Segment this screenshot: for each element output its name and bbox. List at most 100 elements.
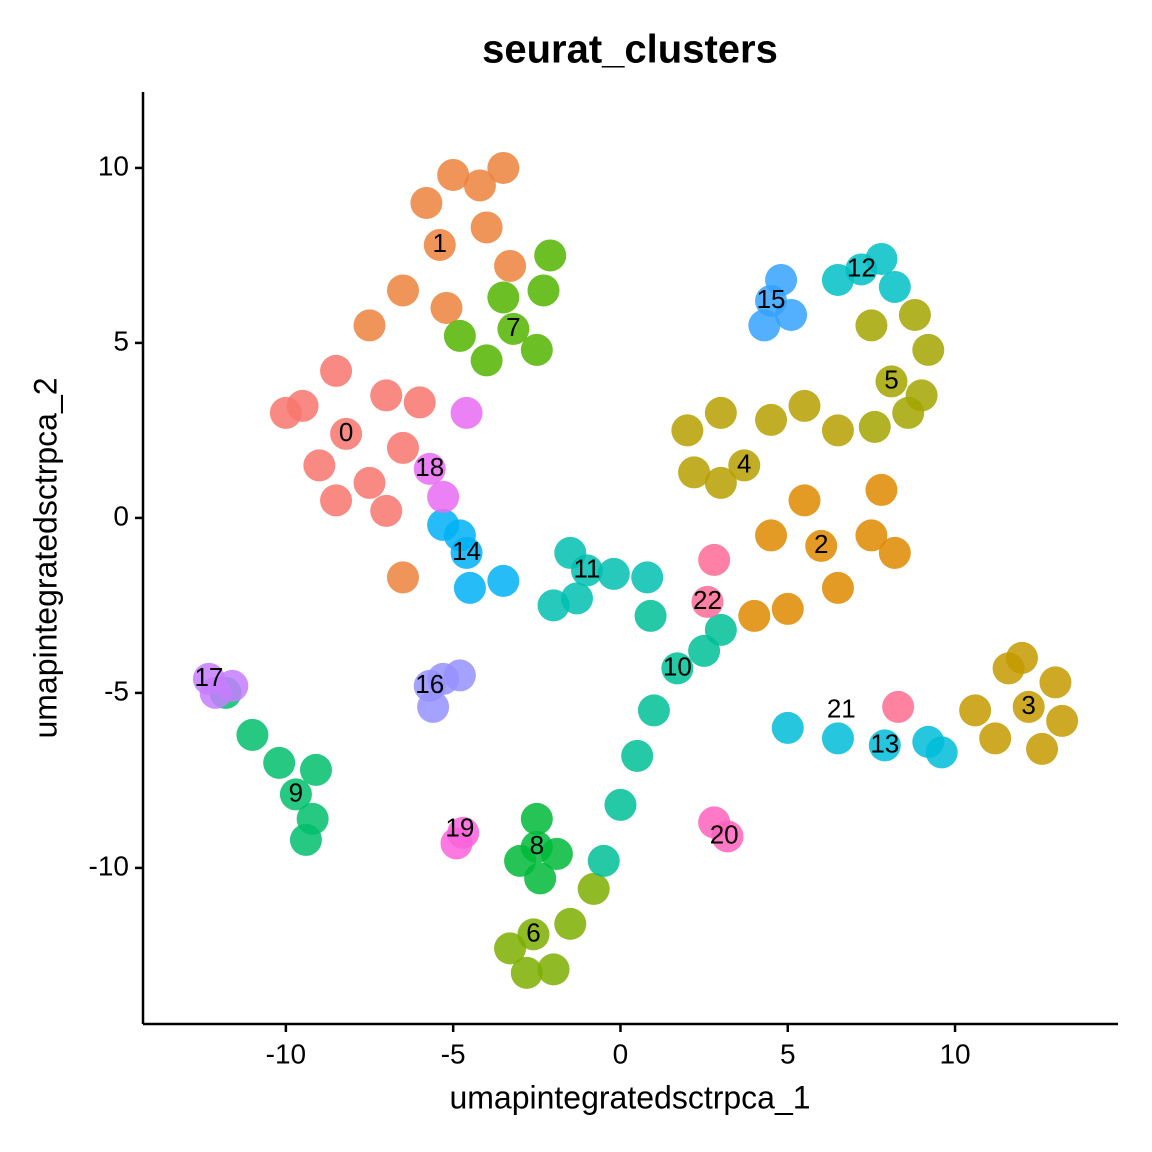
point (882, 690, 915, 723)
point (494, 249, 527, 282)
point (788, 389, 821, 422)
point (788, 484, 821, 517)
point (698, 806, 731, 839)
cluster-label: 3 (1021, 690, 1035, 720)
point (423, 228, 456, 261)
point (299, 753, 332, 786)
x-tick-label: -5 (441, 1038, 466, 1069)
point (403, 386, 436, 419)
cluster-label: 15 (757, 284, 786, 314)
point (470, 211, 503, 244)
point (775, 298, 808, 331)
point (534, 239, 567, 272)
point (470, 344, 503, 377)
point (410, 186, 443, 219)
cluster-label: 22 (693, 585, 722, 615)
point (738, 599, 771, 632)
point (1012, 690, 1045, 723)
point (855, 309, 888, 342)
point (520, 333, 553, 366)
x-axis-title: umapintegratedsctrpca_1 (449, 1079, 810, 1115)
cluster-label: 2 (814, 529, 828, 559)
point (430, 291, 463, 324)
point (855, 519, 888, 552)
y-tick-label: 0 (113, 500, 129, 531)
y-tick-label: 10 (98, 150, 129, 181)
point (417, 690, 450, 723)
point (698, 543, 731, 576)
point (427, 480, 460, 513)
x-tick-label: 10 (939, 1038, 970, 1069)
cluster-label: 19 (445, 812, 474, 842)
cluster-label: 6 (526, 917, 540, 947)
point (771, 592, 804, 625)
point (868, 729, 901, 762)
point (898, 298, 931, 331)
cluster-label: 8 (530, 830, 544, 860)
point (353, 309, 386, 342)
point (289, 823, 322, 856)
point (443, 519, 476, 552)
point (661, 652, 694, 685)
point (755, 519, 788, 552)
point (520, 802, 553, 835)
point (216, 669, 249, 702)
point (1046, 704, 1079, 737)
x-tick-label: 0 (613, 1038, 629, 1069)
point (671, 414, 704, 447)
point (704, 396, 737, 429)
point (587, 844, 620, 877)
point (413, 452, 446, 485)
y-tick-label: -5 (104, 675, 129, 706)
point (634, 599, 667, 632)
cluster-label: 20 (710, 819, 739, 849)
point (704, 466, 737, 499)
cluster-label: 21 (827, 693, 856, 723)
cluster-label: 13 (870, 728, 899, 758)
y-axis-title: umapintegratedsctrpca_2 (27, 377, 63, 738)
point (353, 466, 386, 499)
point (236, 718, 269, 751)
point (487, 151, 520, 184)
point (821, 722, 854, 755)
point (494, 932, 527, 965)
point (279, 778, 312, 811)
point (330, 417, 363, 450)
point (554, 907, 587, 940)
point (497, 312, 530, 345)
y-tick-label: 5 (113, 325, 129, 356)
chart-title: seurat_clusters (482, 28, 778, 72)
point (865, 473, 898, 506)
cluster-label: 17 (194, 662, 223, 692)
x-tick-label: -10 (266, 1038, 306, 1069)
cluster-label: 10 (663, 651, 692, 681)
cluster-label: 7 (506, 312, 520, 342)
point (303, 449, 336, 482)
point (858, 410, 891, 443)
point (537, 589, 570, 622)
point (517, 918, 550, 951)
point (755, 403, 788, 436)
point (487, 564, 520, 597)
point (925, 736, 958, 769)
x-tick-label: 5 (780, 1038, 796, 1069)
cluster-label: 1 (433, 228, 447, 258)
point (386, 561, 419, 594)
point (577, 872, 610, 905)
point (463, 169, 496, 202)
point (443, 319, 476, 352)
point (912, 333, 945, 366)
point (1039, 666, 1072, 699)
point (821, 414, 854, 447)
point (554, 536, 587, 569)
point (878, 536, 911, 569)
point (821, 263, 854, 296)
point (443, 659, 476, 692)
point (637, 694, 670, 727)
point (527, 274, 560, 307)
cluster-label: 11 (574, 553, 601, 583)
cluster-label: 16 (415, 669, 444, 699)
point (621, 739, 654, 772)
point (450, 396, 483, 429)
point (878, 270, 911, 303)
